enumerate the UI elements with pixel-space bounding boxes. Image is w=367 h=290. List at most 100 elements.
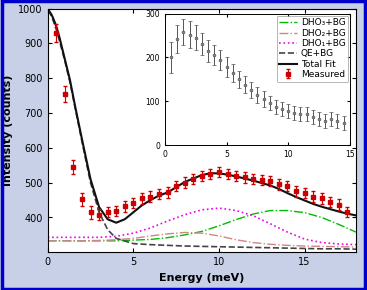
DHO₂+BG (251, 241, 255, 244)
DHO₂+BG (80, 239, 84, 242)
Total Fit (80, 137, 84, 141)
QE+BG (68, 81, 72, 84)
DHO₂+BG (46, 239, 50, 242)
DHO₁+BG (354, 243, 358, 246)
DHO₂+BG (200, 231, 204, 235)
QE+BG (354, 247, 358, 251)
QE+BG (268, 246, 273, 249)
DHO₂+BG (337, 245, 341, 249)
Total Fit (51, 16, 55, 19)
DHO₃+BG (251, 212, 255, 216)
Total Fit (320, 205, 324, 209)
DHO₃+BG (354, 230, 358, 234)
Y-axis label: Intensity (counts): Intensity (counts) (3, 75, 13, 186)
DHO₂+BG (63, 239, 67, 242)
DHO₁+BG (182, 213, 187, 216)
DHO₂+BG (148, 234, 153, 238)
DHO₁+BG (268, 222, 273, 226)
Total Fit (131, 211, 135, 214)
QE+BG (97, 211, 101, 214)
Total Fit (285, 191, 290, 195)
QE+BG (285, 246, 290, 250)
Total Fit (58, 37, 62, 40)
Line: DHO₂+BG: DHO₂+BG (48, 233, 356, 247)
QE+BG (88, 181, 93, 184)
DHO₂+BG (268, 242, 273, 246)
Total Fit (123, 218, 127, 221)
DHO₃+BG (182, 233, 187, 237)
DHO₃+BG (320, 216, 324, 219)
Total Fit (243, 177, 247, 180)
DHO₂+BG (182, 231, 187, 234)
DHO₁+BG (80, 235, 84, 239)
Total Fit (97, 205, 101, 209)
Total Fit (208, 172, 212, 175)
Total Fit (268, 184, 273, 187)
Total Fit (166, 191, 170, 194)
DHO₃+BG (46, 239, 50, 242)
QE+BG (114, 237, 119, 240)
QE+BG (105, 228, 110, 231)
Line: Total Fit: Total Fit (48, 10, 356, 223)
Total Fit (114, 221, 119, 224)
Line: QE+BG: QE+BG (48, 10, 356, 249)
DHO₃+BG (148, 238, 153, 241)
QE+BG (73, 106, 77, 110)
DHO₁+BG (97, 235, 101, 239)
DHO₁+BG (63, 235, 67, 239)
Total Fit (46, 9, 51, 12)
Total Fit (54, 24, 58, 28)
QE+BG (54, 28, 58, 31)
Total Fit (191, 177, 196, 180)
DHO₂+BG (114, 238, 119, 242)
DHO₁+BG (200, 208, 204, 212)
Total Fit (345, 212, 350, 215)
DHO₁+BG (234, 209, 238, 212)
DHO₂+BG (97, 239, 101, 242)
DHO₃+BG (234, 218, 238, 221)
QE+BG (166, 244, 170, 247)
QE+BG (51, 18, 55, 21)
DHO₂+BG (54, 239, 58, 242)
DHO₂+BG (285, 244, 290, 247)
Total Fit (217, 172, 221, 175)
QE+BG (217, 245, 221, 249)
QE+BG (131, 242, 135, 245)
Total Fit (251, 179, 255, 182)
Total Fit (174, 186, 178, 189)
Line: DHO₁+BG: DHO₁+BG (48, 208, 356, 245)
QE+BG (47, 10, 52, 14)
DHO₃+BG (268, 209, 273, 212)
DHO₃+BG (131, 238, 135, 242)
DHO₁+BG (114, 235, 119, 238)
QE+BG (63, 59, 67, 63)
DHO₂+BG (234, 238, 238, 242)
DHO₂+BG (302, 244, 307, 248)
Total Fit (234, 175, 238, 178)
DHO₃+BG (166, 236, 170, 240)
Total Fit (354, 214, 358, 217)
QE+BG (200, 245, 204, 248)
DHO₁+BG (54, 235, 58, 239)
DHO₂+BG (320, 245, 324, 248)
DHO₂+BG (217, 234, 221, 238)
Total Fit (73, 104, 77, 108)
DHO₂+BG (131, 237, 135, 240)
QE+BG (58, 40, 62, 44)
DHO₁+BG (251, 214, 255, 218)
DHO₃+BG (337, 223, 341, 226)
Total Fit (302, 199, 307, 202)
DHO₁+BG (217, 206, 221, 210)
DHO₃+BG (80, 239, 84, 242)
Total Fit (182, 180, 187, 184)
Total Fit (88, 177, 93, 181)
QE+BG (80, 140, 84, 143)
DHO₁+BG (46, 235, 50, 239)
DHO₁+BG (337, 242, 341, 246)
Total Fit (140, 204, 144, 207)
Total Fit (200, 173, 204, 177)
Legend: DHO₃+BG, DHO₂+BG, DHO₁+BG, QE+BG, Total Fit, Measured: DHO₃+BG, DHO₂+BG, DHO₁+BG, QE+BG, Total … (277, 16, 348, 82)
DHO₃+BG (114, 239, 119, 242)
Total Fit (337, 210, 341, 213)
DHO₁+BG (285, 230, 290, 234)
